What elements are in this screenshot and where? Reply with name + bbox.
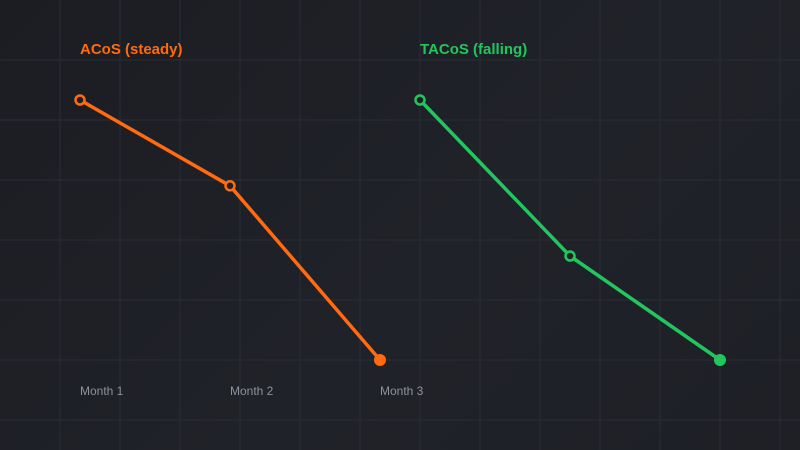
- acos-point-1: [74, 94, 86, 106]
- tacos-point-1: [414, 94, 426, 106]
- tacos-series: [414, 94, 726, 366]
- acos-line: [79, 98, 382, 362]
- acos-series: [74, 94, 386, 366]
- x-tick-month-3: Month 3: [380, 384, 424, 398]
- acos-chart-title: ACoS (steady): [80, 41, 183, 58]
- acos-point-2: [224, 180, 236, 192]
- x-tick-month-2: Month 2: [230, 384, 274, 398]
- acos-point-3: [374, 354, 386, 366]
- tacos-line: [418, 98, 721, 362]
- x-tick-month-1: Month 1: [80, 384, 124, 398]
- tacos-point-2: [564, 250, 576, 262]
- tacos-chart-title: TACoS (falling): [420, 41, 527, 58]
- tacos-point-3: [714, 354, 726, 366]
